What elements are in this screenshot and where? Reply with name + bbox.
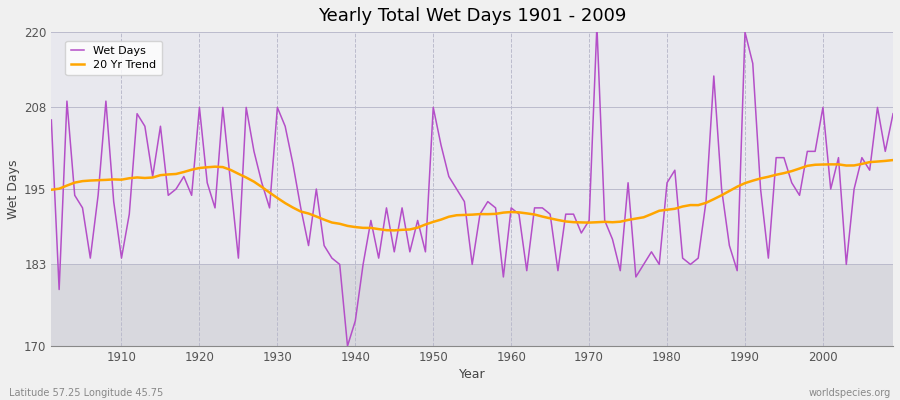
Wet Days <box>615 268 626 273</box>
Y-axis label: Wet Days: Wet Days <box>7 159 20 219</box>
Wet Days <box>46 118 57 122</box>
20 Yr Trend <box>887 158 898 162</box>
Wet Days <box>514 212 525 216</box>
Wet Days <box>327 256 338 260</box>
20 Yr Trend <box>514 210 525 215</box>
Text: Latitude 57.25 Longitude 45.75: Latitude 57.25 Longitude 45.75 <box>9 388 163 398</box>
Wet Days <box>108 199 119 204</box>
Wet Days <box>280 124 291 129</box>
20 Yr Trend <box>327 220 338 225</box>
20 Yr Trend <box>280 201 291 206</box>
Wet Days <box>506 206 517 210</box>
20 Yr Trend <box>46 187 57 192</box>
20 Yr Trend <box>608 220 618 225</box>
20 Yr Trend <box>506 210 517 214</box>
Text: worldspecies.org: worldspecies.org <box>809 388 891 398</box>
20 Yr Trend <box>108 177 119 182</box>
Wet Days <box>887 111 898 116</box>
Title: Yearly Total Wet Days 1901 - 2009: Yearly Total Wet Days 1901 - 2009 <box>318 7 626 25</box>
Line: Wet Days: Wet Days <box>51 26 893 346</box>
X-axis label: Year: Year <box>459 368 485 381</box>
Legend: Wet Days, 20 Yr Trend: Wet Days, 20 Yr Trend <box>66 41 162 76</box>
Wet Days <box>591 23 602 28</box>
Line: 20 Yr Trend: 20 Yr Trend <box>51 160 893 230</box>
Bar <box>51 264 893 346</box>
20 Yr Trend <box>389 228 400 233</box>
Wet Days <box>342 344 353 348</box>
